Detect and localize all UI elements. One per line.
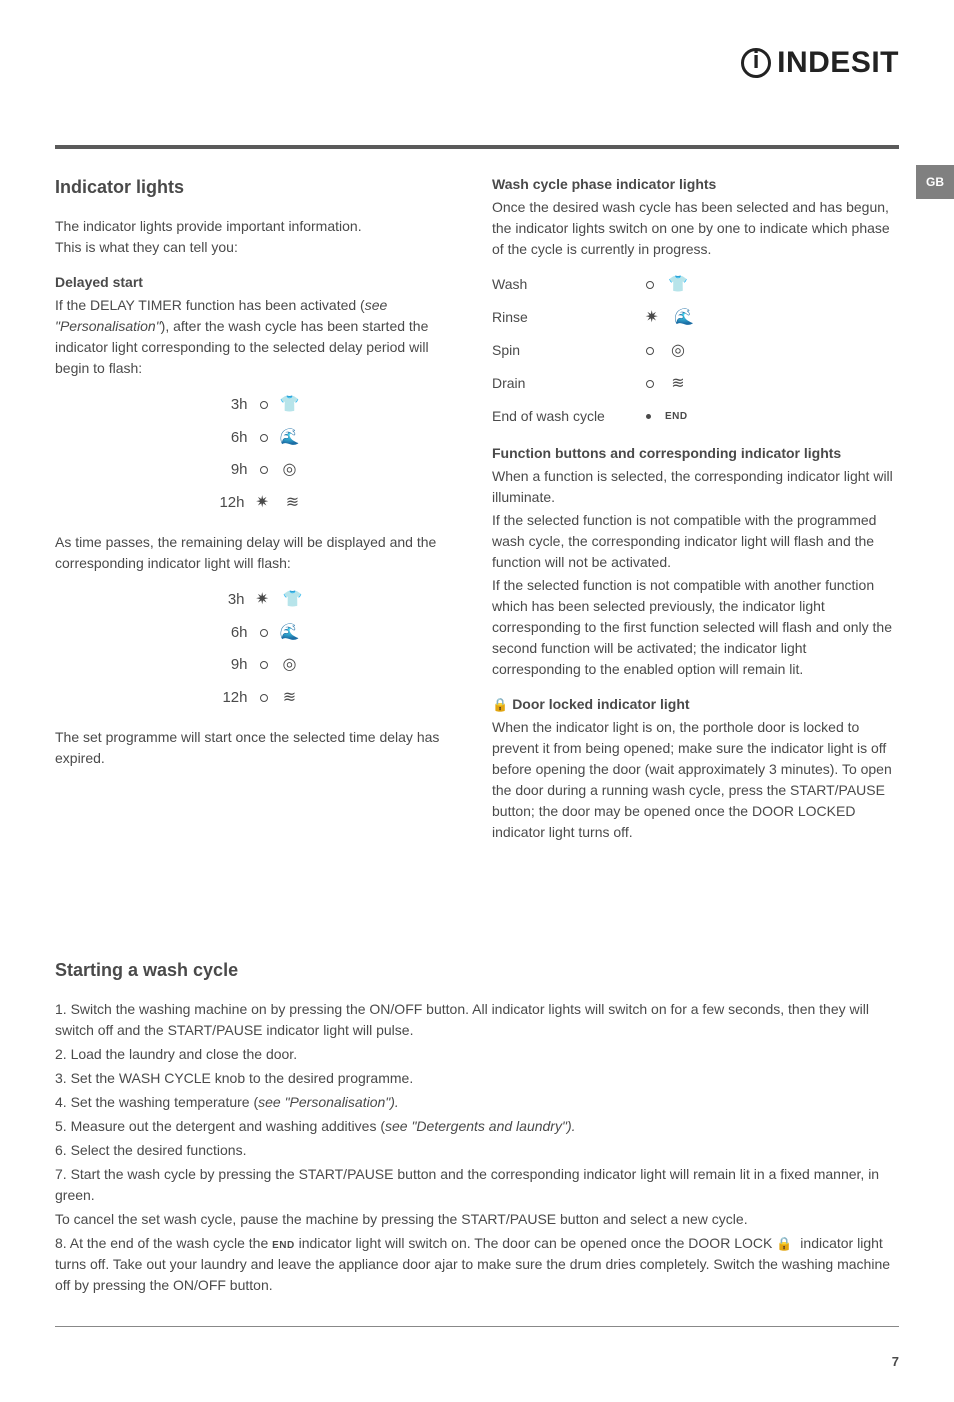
step-3: 3. Set the WASH CYCLE knob to the desire… (55, 1068, 899, 1089)
step-7: 7. Start the wash cycle by pressing the … (55, 1164, 899, 1206)
page-number: 7 (55, 1352, 899, 1372)
bottom-divider (55, 1326, 899, 1327)
delayed-start-p3: The set programme will start once the se… (55, 727, 462, 769)
right-column: Wash cycle phase indicator lights Once t… (492, 174, 899, 857)
phase-wash: Wash (492, 274, 632, 295)
drain-icon: ≋ (668, 374, 688, 394)
delayed-start-p2: As time passes, the remaining delay will… (55, 532, 462, 574)
spin-icon: ◎ (668, 341, 688, 361)
phase-end: End of wash cycle (492, 406, 632, 427)
dot-icon (260, 661, 268, 669)
drain-icon: ≋ (283, 493, 303, 513)
top-divider (55, 145, 899, 149)
dot-burst-icon (257, 496, 271, 510)
indicator-lights-heading: Indicator lights (55, 174, 462, 201)
dot-icon (260, 401, 268, 409)
phase-heading: Wash cycle phase indicator lights (492, 174, 899, 195)
brand-logo: i INDESIT (55, 40, 899, 85)
door-heading: 🔒Door locked indicator light (492, 694, 899, 715)
lock-icon: 🔒 (776, 1234, 792, 1254)
step-6: 6. Select the desired functions. (55, 1140, 899, 1161)
left-column: Indicator lights The indicator lights pr… (55, 174, 462, 857)
function-p1: When a function is selected, the corresp… (492, 466, 899, 508)
door-p: When the indicator light is on, the port… (492, 717, 899, 843)
step-7b: To cancel the set wash cycle, pause the … (55, 1209, 899, 1230)
dot-burst-icon (646, 311, 660, 325)
phase-list: Wash 👕 Rinse 🌊 Spin ◎ Drain ≋ End of wash cy… (492, 274, 899, 427)
dot-icon (260, 466, 268, 474)
starting-heading: Starting a wash cycle (55, 957, 899, 984)
drain-icon: ≋ (280, 688, 300, 708)
delay-icons-1: 3h👕 6h🌊 9h◎ 12h≋ (55, 394, 462, 514)
rinse-icon: 🌊 (280, 428, 300, 448)
brand-icon: i (741, 48, 771, 78)
spin-icon: ◎ (280, 460, 300, 480)
phase-spin: Spin (492, 340, 632, 361)
delay-icons-2: 3h👕 6h🌊 9h◎ 12h≋ (55, 589, 462, 709)
dot-icon (646, 380, 654, 388)
brand-text: INDESIT (777, 40, 899, 85)
delayed-start-p1: If the DELAY TIMER function has been act… (55, 295, 462, 379)
function-heading: Function buttons and corresponding indic… (492, 443, 899, 464)
wash-icon: 👕 (280, 395, 300, 415)
phase-drain: Drain (492, 373, 632, 394)
dot-icon (260, 694, 268, 702)
step-1: 1. Switch the washing machine on by pres… (55, 999, 899, 1041)
wash-icon: 👕 (283, 590, 303, 610)
wash-icon: 👕 (668, 275, 688, 295)
step-8: 8. At the end of the wash cycle the END … (55, 1233, 899, 1296)
phase-intro: Once the desired wash cycle has been sel… (492, 197, 899, 260)
rinse-icon: 🌊 (674, 308, 694, 328)
rinse-icon: 🌊 (280, 623, 300, 643)
dot-icon (646, 281, 654, 289)
end-label: END (665, 409, 688, 424)
function-p2: If the selected function is not compatib… (492, 510, 899, 573)
spin-icon: ◎ (280, 655, 300, 675)
step-4: 4. Set the washing temperature (see "Per… (55, 1092, 899, 1113)
delayed-start-heading: Delayed start (55, 272, 462, 293)
dot-solid-icon (646, 414, 651, 419)
step-5: 5. Measure out the detergent and washing… (55, 1116, 899, 1137)
phase-rinse: Rinse (492, 307, 632, 328)
dot-icon (646, 347, 654, 355)
dot-icon (260, 629, 268, 637)
page-tab: GB (916, 165, 954, 199)
step-2: 2. Load the laundry and close the door. (55, 1044, 899, 1065)
dot-burst-icon (257, 593, 271, 607)
function-p3: If the selected function is not compatib… (492, 575, 899, 680)
lock-icon: 🔒 (492, 695, 508, 715)
intro-text: The indicator lights provide important i… (55, 216, 462, 258)
dot-icon (260, 434, 268, 442)
starting-section: Starting a wash cycle 1. Switch the wash… (55, 957, 899, 1296)
